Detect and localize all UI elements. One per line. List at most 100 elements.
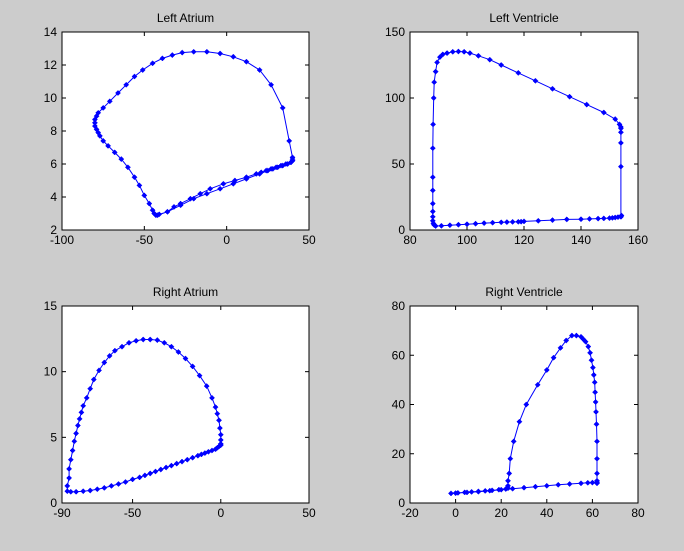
left-ventricle-data-point	[498, 219, 505, 226]
left-atrium-data-point	[197, 190, 204, 197]
left-atrium-y-tick-label: 4	[50, 190, 57, 204]
right-atrium-data-point	[205, 448, 212, 455]
right-ventricle-y-tick-label: 80	[392, 299, 406, 313]
left-ventricle-data-point	[455, 48, 462, 55]
right-ventricle-data-point	[468, 488, 475, 495]
left-ventricle-data-point	[549, 85, 556, 92]
right-atrium-data-point	[196, 372, 203, 379]
right-ventricle-data-point	[532, 483, 539, 490]
left-atrium-data-point	[149, 60, 156, 67]
right-ventricle-data-point	[506, 470, 513, 477]
right-atrium-data-point	[217, 440, 224, 447]
left-atrium-x-tick-label: -50	[136, 233, 154, 247]
right-atrium-data-point	[147, 336, 154, 343]
right-atrium-data-point	[90, 376, 97, 383]
left-atrium-data-point	[115, 90, 121, 96]
right-ventricle-data-point	[568, 332, 575, 339]
right-atrium-data-point	[101, 484, 108, 491]
left-atrium-x-tick-label: 0	[223, 233, 230, 247]
left-atrium-data-point	[243, 175, 250, 182]
right-ventricle-data-point	[464, 489, 470, 496]
right-ventricle-data-point	[594, 438, 600, 445]
right-atrium-data-point	[216, 417, 222, 424]
left-ventricle-x-tick-label: 80	[403, 233, 417, 247]
right-atrium-data-point	[78, 409, 85, 416]
left-atrium-data-point	[203, 48, 210, 55]
left-ventricle-data-point	[595, 215, 602, 222]
left-ventricle-data-point	[472, 220, 479, 227]
left-atrium-data-point	[106, 98, 113, 105]
right-ventricle-data-point	[573, 332, 580, 339]
left-ventricle-axes-box	[409, 31, 639, 231]
left-ventricle-x-tick-label: 100	[457, 233, 477, 247]
left-atrium-data-point	[243, 58, 250, 65]
left-ventricle-data-point	[600, 215, 607, 222]
right-ventricle-y-tick-label: 60	[392, 348, 406, 362]
right-atrium-plot: Right Atrium -90 -50 0 50 0 5 10 15	[44, 285, 316, 520]
left-ventricle-data-point	[617, 139, 624, 146]
right-atrium-x-tick-label: -90	[53, 506, 71, 520]
right-atrium-data-point	[87, 487, 94, 494]
right-ventricle-data-point	[543, 367, 550, 373]
right-atrium-x-tick-label: -50	[124, 506, 142, 520]
right-atrium-data-point	[140, 336, 147, 343]
left-ventricle-data-point	[432, 68, 439, 75]
right-atrium-data-point	[76, 415, 83, 422]
right-atrium-data-point	[175, 349, 182, 355]
left-ventricle-data-point	[475, 52, 482, 59]
left-ventricle-data-point	[464, 221, 470, 228]
right-ventricle-y-tick-label: 40	[392, 398, 406, 412]
right-ventricle-data-point	[509, 485, 516, 492]
left-ventricle-data-point	[566, 93, 573, 100]
left-ventricle-data-point	[583, 101, 590, 108]
left-atrium-y-tick-label: 8	[50, 124, 57, 138]
right-atrium-data-point	[141, 472, 148, 479]
left-ventricle-data-point	[489, 219, 496, 226]
right-atrium-data-point	[94, 486, 101, 493]
left-atrium-data-point	[100, 104, 107, 111]
right-atrium-data-point	[69, 447, 76, 454]
right-atrium-data-point	[106, 352, 113, 359]
right-atrium-data-point	[115, 481, 122, 487]
left-atrium-data-point	[217, 50, 224, 57]
left-atrium-data-point	[269, 165, 276, 172]
right-ventricle-data-point	[475, 488, 482, 495]
right-atrium-data-point	[73, 488, 80, 495]
left-ventricle-data-point	[431, 79, 438, 86]
right-atrium-data-point	[64, 488, 71, 495]
right-atrium-data-point	[189, 363, 196, 370]
right-atrium-data-point	[152, 468, 159, 475]
left-atrium-data-point	[91, 119, 98, 126]
left-atrium-plot: Left Atrium -100 -50 0 50 2 4 6 8 10 12 14	[44, 11, 316, 247]
left-ventricle-data-point	[429, 174, 436, 181]
right-ventricle-x-tick-label: 0	[452, 506, 459, 520]
right-atrium-data-point	[212, 404, 219, 411]
left-ventricle-title: Left Ventricle	[489, 11, 559, 25]
left-ventricle-data-point	[444, 50, 451, 57]
left-atrium-y-tick-label: 2	[50, 223, 57, 237]
left-ventricle-data-point	[563, 216, 570, 223]
left-ventricle-data-point	[446, 222, 453, 229]
right-ventricle-data-point	[452, 490, 459, 497]
left-atrium-data-point	[171, 203, 177, 210]
left-atrium-data-point	[264, 167, 271, 174]
right-ventricle-data-point	[592, 389, 599, 396]
left-ventricle-data-point	[481, 220, 488, 227]
left-ventricle-data-point	[455, 221, 462, 228]
left-atrium-data-point	[179, 49, 186, 56]
right-atrium-data-point	[163, 464, 170, 471]
right-ventricle-data-point	[516, 418, 523, 425]
right-ventricle-data-point	[534, 381, 541, 388]
left-ventricle-y-tick-label: 150	[385, 25, 405, 39]
right-atrium-data-point	[133, 337, 140, 344]
right-ventricle-data-point	[550, 354, 557, 361]
left-atrium-data-point	[279, 104, 286, 111]
left-ventricle-data-point	[432, 223, 439, 229]
left-atrium-data-point	[256, 67, 263, 73]
right-atrium-data-point	[108, 482, 115, 489]
left-ventricle-data-point	[430, 95, 437, 101]
right-atrium-data-point	[119, 343, 125, 350]
right-ventricle-title: Right Ventricle	[485, 285, 563, 299]
right-atrium-data-point	[168, 343, 175, 350]
